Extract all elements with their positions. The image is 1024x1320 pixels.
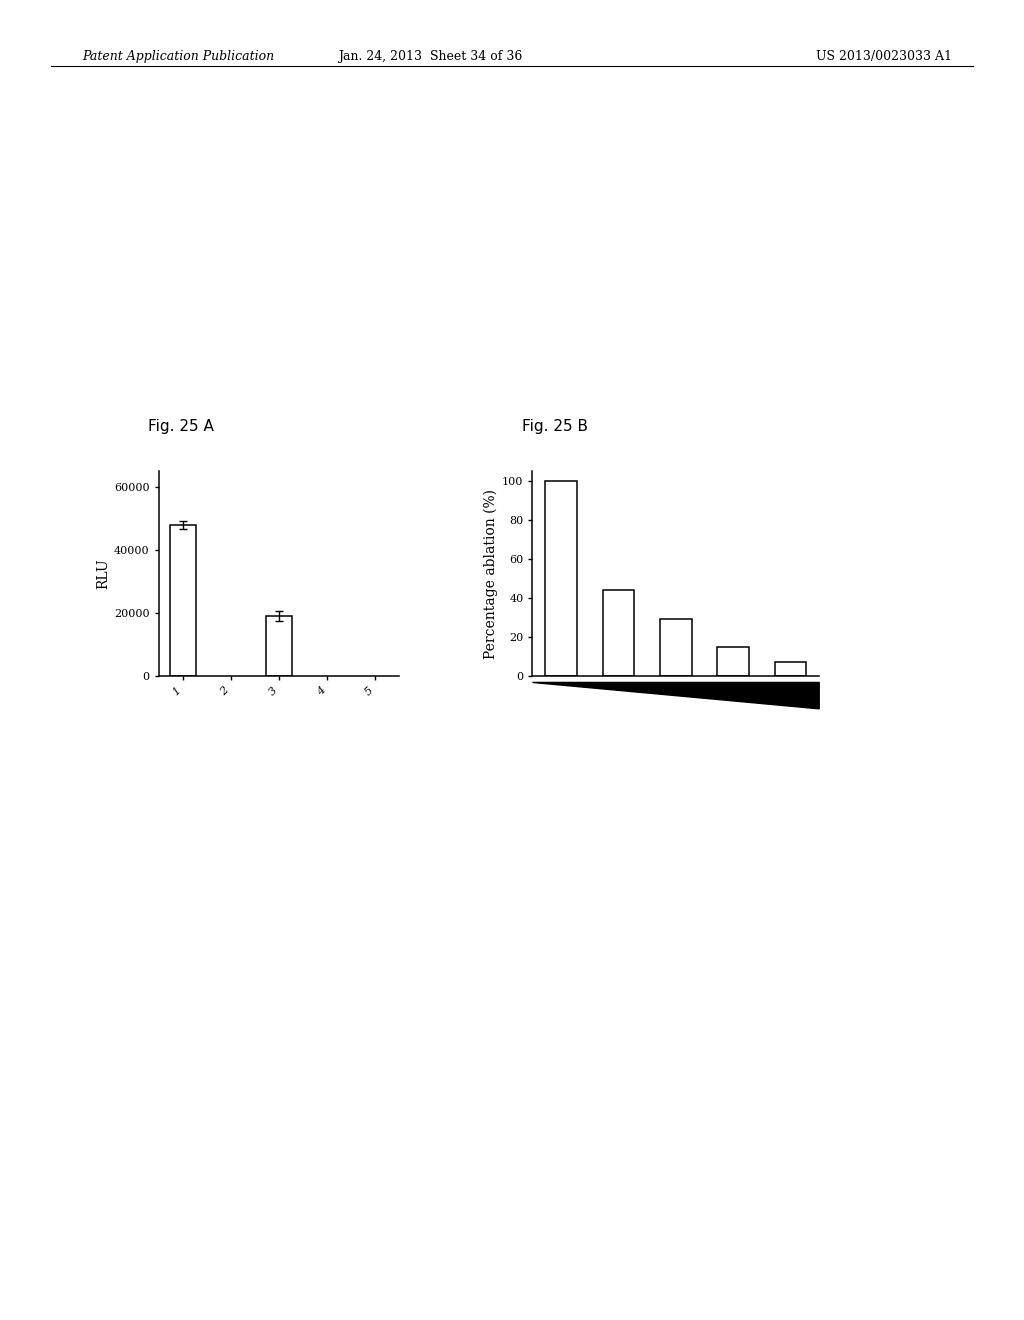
Bar [718,647,749,676]
Bar [546,480,577,676]
Bar [660,619,691,676]
Bar [170,525,196,676]
Text: Fig. 25 B: Fig. 25 B [522,420,588,434]
Y-axis label: Percentage ablation (%): Percentage ablation (%) [483,488,498,659]
Bar [603,590,634,676]
Y-axis label: RLU: RLU [96,558,110,589]
Text: Jan. 24, 2013  Sheet 34 of 36: Jan. 24, 2013 Sheet 34 of 36 [338,50,522,63]
Text: US 2013/0023033 A1: US 2013/0023033 A1 [816,50,952,63]
Text: Patent Application Publication: Patent Application Publication [82,50,274,63]
Bar [266,616,292,676]
Bar [775,663,806,676]
Text: Fig. 25 A: Fig. 25 A [148,420,214,434]
